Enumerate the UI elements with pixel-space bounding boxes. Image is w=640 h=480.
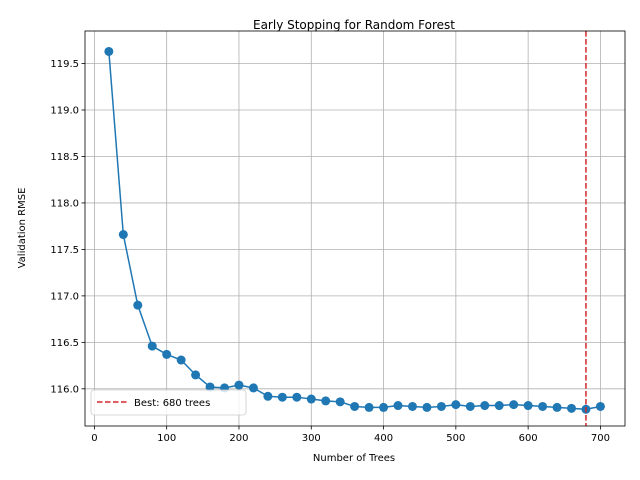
data-point <box>321 396 331 406</box>
data-point <box>494 401 504 411</box>
chart-title: Early Stopping for Random Forest <box>253 18 455 32</box>
x-tick-label: 300 <box>302 433 321 444</box>
data-point <box>509 400 519 410</box>
data-point <box>162 349 172 359</box>
legend: Best: 680 trees <box>90 389 247 416</box>
y-tick-label: 116.0 <box>50 384 79 395</box>
y-tick-label: 119.0 <box>50 106 79 117</box>
series-layer <box>104 46 605 414</box>
data-point <box>523 401 533 411</box>
data-point <box>205 382 215 392</box>
data-point <box>379 402 389 412</box>
y-tick-label: 118.0 <box>50 198 79 209</box>
data-point <box>263 391 273 401</box>
data-point <box>292 392 302 402</box>
data-point <box>436 401 446 411</box>
x-tick-label: 100 <box>157 433 176 444</box>
data-point <box>595 401 605 411</box>
x-axis-ticks: 0 100 200 300 400 500 600 700 <box>91 426 610 444</box>
x-tick-label: 500 <box>446 433 465 444</box>
x-axis-title: Number of Trees <box>313 453 395 464</box>
grid-lines <box>85 31 625 426</box>
data-point <box>176 355 186 365</box>
data-point <box>133 300 143 310</box>
y-axis-ticks: 116.0 116.5 117.0 117.5 118.0 118.5 119.0 119.5 <box>50 59 85 395</box>
data-point <box>118 230 128 240</box>
data-point <box>350 401 360 411</box>
y-axis-title: Validation RMSE <box>17 188 28 269</box>
x-tick-label: 700 <box>591 433 610 444</box>
plot-frame <box>84 30 626 427</box>
data-point <box>104 46 114 56</box>
legend-box <box>90 389 247 416</box>
data-point <box>480 401 490 411</box>
x-tick-label: 200 <box>229 433 248 444</box>
x-tick-label: 0 <box>91 433 97 444</box>
y-tick-label: 116.5 <box>50 338 79 349</box>
data-point <box>407 401 417 411</box>
legend-label: Best: 680 trees <box>134 398 210 409</box>
data-point <box>538 401 548 411</box>
data-point <box>248 383 258 393</box>
data-point <box>393 401 403 411</box>
data-point <box>335 397 345 407</box>
data-point <box>191 370 201 380</box>
data-point <box>364 402 374 412</box>
x-tick-label: 400 <box>374 433 393 444</box>
data-point <box>277 392 287 402</box>
x-tick-label: 600 <box>519 433 538 444</box>
data-point <box>147 341 157 351</box>
data-point <box>306 394 316 404</box>
data-point <box>465 401 475 411</box>
y-tick-label: 117.5 <box>50 245 79 256</box>
data-point <box>552 402 562 412</box>
data-point <box>422 402 432 412</box>
data-point <box>567 403 577 413</box>
y-tick-label: 117.0 <box>50 291 79 302</box>
y-tick-label: 118.5 <box>50 152 79 163</box>
data-point <box>234 380 244 390</box>
data-point <box>451 400 461 410</box>
y-tick-label: 119.5 <box>50 59 79 70</box>
